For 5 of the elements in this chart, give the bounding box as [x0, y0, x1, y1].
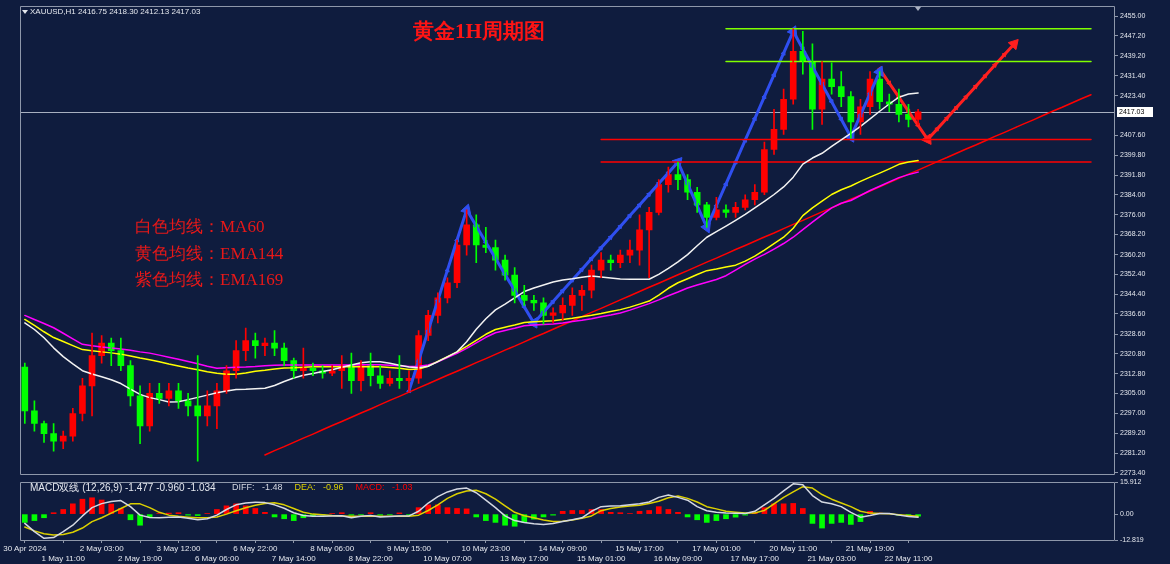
annotation: 黄色均线：EMA144 [135, 243, 284, 263]
text: 黄金1H周期图 [412, 19, 545, 44]
annotation: XAUUSD,H1 2416.75 2418.30 2412.13 2417.03 [30, 7, 201, 17]
annotation: 紫色均线：EMA169 [135, 270, 284, 290]
annotation: 白色均线：MA60 [135, 217, 265, 237]
